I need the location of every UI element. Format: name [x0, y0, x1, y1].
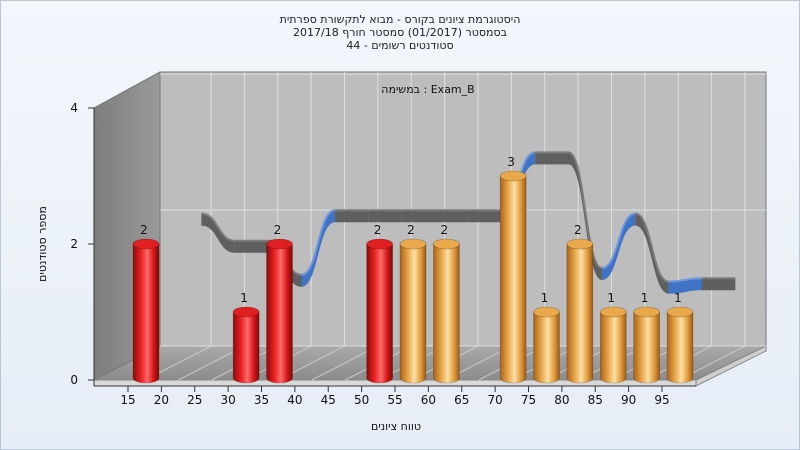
x-tick-label: 85 [588, 393, 603, 407]
x-tick-label: 90 [621, 393, 636, 407]
y-tick-label: 2 [70, 237, 78, 251]
bar-top [399, 238, 427, 250]
bars: 2 1 2 2 2 2 3 1 2 1 1 1 [132, 155, 694, 384]
bar-top [366, 238, 393, 250]
histogram-bar [666, 311, 694, 384]
bar-top [599, 306, 627, 318]
curve-segment [301, 210, 335, 287]
y-tick-label: 4 [70, 101, 78, 115]
histogram-bar [633, 311, 660, 384]
histogram-bar [132, 243, 160, 384]
bar-value-label: 2 [574, 223, 582, 237]
bar-value-label: 2 [374, 223, 382, 237]
chart-title-line-1: היסטוגרמת ציונים בקורס - מבוא לתקשורת ספ… [279, 13, 521, 26]
bar-value-label: 1 [674, 291, 682, 305]
curve-segment [201, 213, 235, 253]
curve-highlight [668, 277, 703, 283]
x-tick-label: 55 [387, 393, 402, 407]
floor [93, 345, 767, 381]
bar-top [633, 306, 660, 318]
histogram-bar [266, 243, 293, 384]
curve-segment [401, 210, 435, 223]
curve-segment [368, 210, 402, 223]
bar-top [232, 306, 260, 318]
chart-title-line-3: סטודנטים רשומים - 44 [346, 39, 454, 52]
bar-value-label: 1 [641, 291, 649, 305]
y-tick-label: 0 [70, 373, 78, 387]
curve-segment [635, 213, 669, 294]
chart-title-line-2: בסמסטר (01/2017) סמסטר חורף 2017/18 [293, 26, 507, 39]
curve-segment [702, 278, 736, 291]
x-tick-label: 50 [354, 393, 369, 407]
bar-value-label: 1 [541, 291, 549, 305]
histogram-bar [399, 243, 427, 384]
curve-highlight [601, 212, 636, 269]
curve-highlight [301, 209, 336, 276]
bar-top [132, 238, 160, 250]
bar-top [533, 306, 560, 318]
histogram-bar [433, 243, 460, 384]
x-axis-label: טווח ציונים [371, 420, 421, 433]
x-tick-label: 40 [287, 393, 302, 407]
bar-value-label: 2 [441, 223, 449, 237]
bar-top [433, 238, 460, 250]
bar-top [566, 238, 594, 250]
bar-value-label: 3 [507, 155, 515, 169]
histogram-bar [599, 311, 627, 384]
bar-value-label: 2 [140, 223, 148, 237]
curve-segment [435, 210, 469, 223]
histogram-bar [366, 243, 393, 384]
curve-highlight [568, 151, 603, 269]
y-axis-label: מספר סטודנטים [36, 206, 49, 282]
bar-value-label: 2 [407, 223, 415, 237]
histogram-bar [533, 311, 560, 384]
histogram-bar [566, 243, 594, 384]
curve-segment [535, 152, 569, 165]
histogram-bar [499, 175, 527, 384]
chart-annotation: במשימה : Exam_B [381, 83, 474, 96]
x-tick-label: 60 [421, 393, 436, 407]
bar-value-label: 1 [607, 291, 615, 305]
x-tick-label: 80 [554, 393, 569, 407]
y-axis: 0 2 4 [70, 101, 95, 387]
bar-value-label: 2 [274, 223, 282, 237]
curve-segment [234, 240, 269, 253]
x-tick-label: 95 [654, 393, 669, 407]
histogram-bar [232, 311, 260, 384]
x-axis: 15 20 25 30 35 40 45 50 55 60 65 70 75 80 85 90 95 [94, 385, 696, 407]
x-tick-label: 30 [220, 393, 235, 407]
bar-top [499, 170, 527, 182]
x-tick-label: 65 [454, 393, 469, 407]
curve-segment [334, 210, 369, 223]
curve-segment [468, 210, 502, 223]
bar-top [266, 238, 293, 250]
curve-highlight [634, 212, 669, 283]
x-tick-label: 70 [487, 393, 502, 407]
x-tick-label: 15 [120, 393, 135, 407]
bar-top [666, 306, 694, 318]
x-tick-label: 35 [254, 393, 269, 407]
x-tick-label: 25 [187, 393, 202, 407]
x-tick-label: 20 [154, 393, 169, 407]
x-tick-label: 75 [521, 393, 536, 407]
curve-highlight [201, 212, 235, 242]
x-tick-label: 45 [321, 393, 336, 407]
bar-value-label: 1 [240, 291, 248, 305]
